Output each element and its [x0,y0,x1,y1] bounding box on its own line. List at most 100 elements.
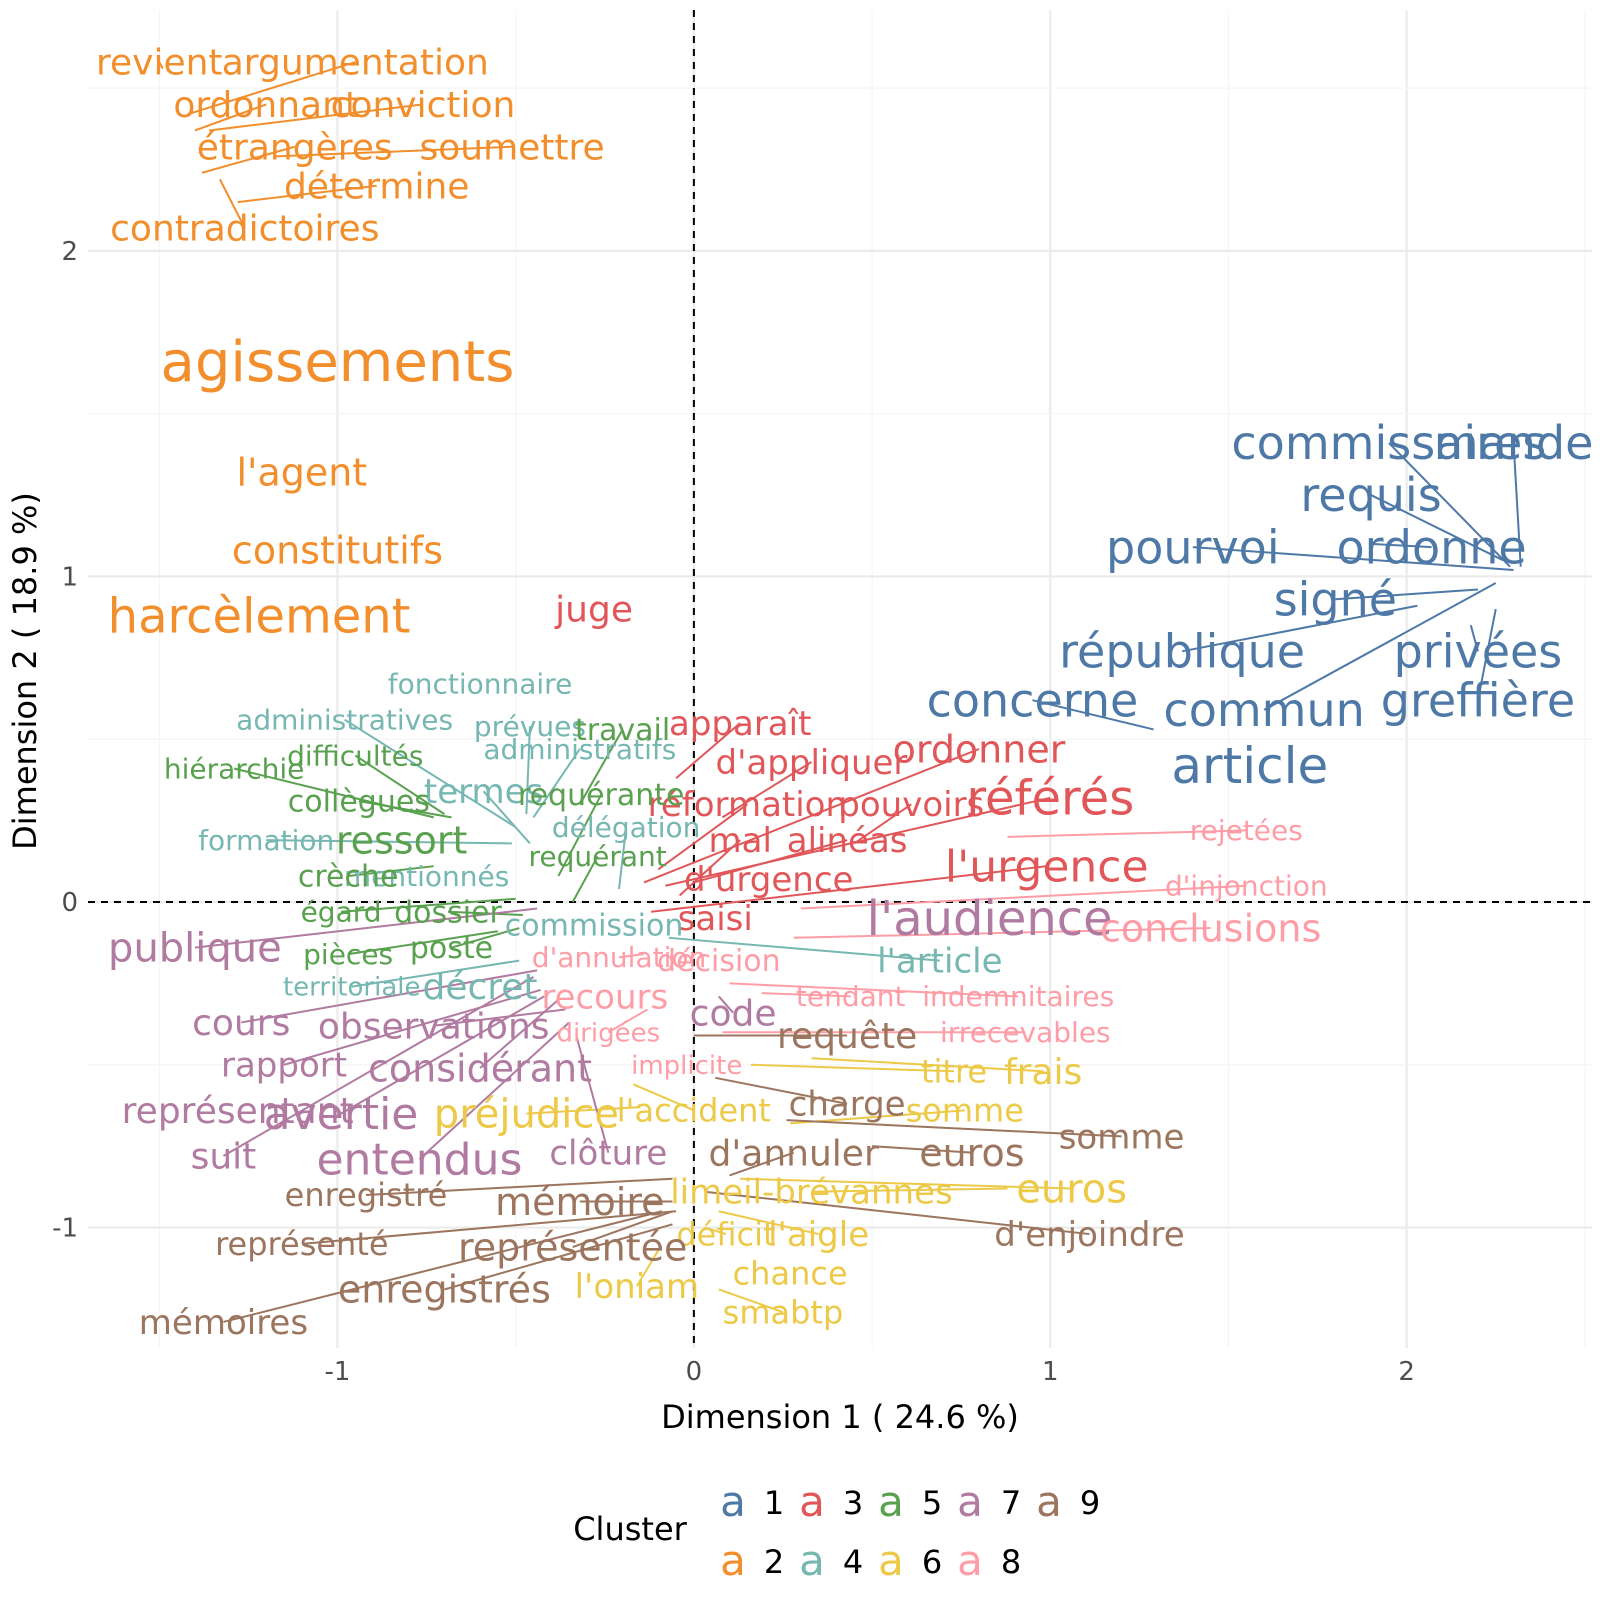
leader-line [1192,546,1514,571]
word-label: prévues [474,710,586,743]
leader-line [209,103,424,132]
word-label: égard [301,896,382,929]
word-label: commun [1163,683,1364,737]
word-label: implicite [631,1051,742,1081]
legend-item-label: 8 [1001,1543,1021,1581]
leader-line [444,1223,673,1291]
word-label: d'annuler [709,1133,879,1174]
leader-line [482,790,531,845]
leader-line [693,839,848,884]
legend-item-label: 5 [922,1484,942,1522]
leader-line [718,995,734,1014]
leader-line [618,953,645,959]
leader-line [1469,625,1479,652]
word-label: représentée [458,1225,687,1269]
leader-line [718,1210,819,1236]
word-label: termes [424,772,543,812]
y-tick-label: 0 [61,888,78,918]
word-label: charge [789,1085,906,1125]
legend-key-glyph: a [957,1536,983,1585]
leader-line [1476,608,1497,701]
leader-lines [158,61,1522,1323]
word-label: apparaît [669,704,811,744]
word-label: constitutifs [232,529,443,573]
word-label: réformation [648,785,847,825]
word-label: mémoire [495,1180,664,1224]
leader-line [351,959,520,988]
legend-item-label: 9 [1080,1484,1100,1522]
word-label: préjudice [434,1092,619,1138]
word-label: irrecevables [940,1016,1111,1049]
tick-labels: -1 0 1 2 -1 0 1 2 [52,237,1415,1387]
word-label: privées [1394,624,1563,678]
legend-key-glyph: a [1036,1477,1062,1526]
word-label: fonctionnaire [388,668,573,701]
legend-key-glyph: a [720,1477,746,1526]
leader-line [479,998,560,1069]
reference-lines [88,10,1592,1348]
legend-item-label: 3 [843,1484,863,1522]
x-tick-label: -1 [325,1357,351,1387]
leader-line [1263,582,1497,711]
leader-line [266,839,513,845]
word-label: tendant [796,980,906,1013]
word-label: cours [192,1003,290,1044]
word-label: agissements [161,330,515,395]
word-label: poste [410,931,493,966]
word-label: enregistré [285,1176,448,1214]
word-label: mentionnés [344,860,509,893]
word-label: entendus [316,1135,522,1186]
word-label: rejetées [1190,814,1303,847]
legend-item-label: 2 [764,1543,784,1581]
word-label: d'injonction [1165,870,1328,903]
leader-line [418,1021,570,1160]
leader-line [750,1063,955,1073]
leader-line [354,754,445,815]
word-label: pièces [303,938,393,971]
word-label: ordonnant [173,85,359,126]
word-label: article [1171,737,1328,795]
word-label: greffière [1381,673,1575,727]
word-label: pouvoirs [838,785,984,825]
word-label: conviction [331,85,516,126]
legend-key-glyph: a [878,1536,904,1585]
word-label: somme [906,1092,1024,1130]
legend-item-label: 7 [1001,1484,1021,1522]
leader-line [158,61,164,70]
leader-line [718,1288,784,1314]
leader-line [668,936,940,962]
word-label: dossier [394,895,502,930]
leader-line [872,1145,972,1154]
leader-line [222,976,534,1157]
word-label: indemnitaires [922,980,1114,1013]
leader-line [657,803,748,871]
leader-line [451,927,520,949]
leader-line [721,761,813,819]
word-label: administratifs [483,733,676,766]
word-label: requérant [529,840,667,873]
leader-line [1181,604,1418,653]
leader-line [575,1035,610,1153]
word-label: difficultés [287,739,423,772]
word-label: euros [919,1131,1024,1175]
word-label: considérant [368,1046,592,1090]
word-label: contradictoires [110,209,379,250]
leader-line [740,1177,1072,1190]
legend-key-glyph: a [878,1477,904,1526]
word-label: requête [777,1016,917,1057]
leader-line [348,865,434,877]
leader-line [557,794,603,877]
word-label: mande [1434,416,1594,470]
leader-line [635,1249,660,1287]
leader-line [283,988,541,1066]
word-label: l'aigle [768,1215,869,1255]
leader-line [340,897,516,913]
word-label: argumentation [222,43,489,84]
leader-line [201,145,295,174]
word-label: ressort [336,818,468,862]
leader-line [365,1177,673,1196]
word-label: administratives [236,703,453,736]
word-label: d'annulation [532,941,706,974]
